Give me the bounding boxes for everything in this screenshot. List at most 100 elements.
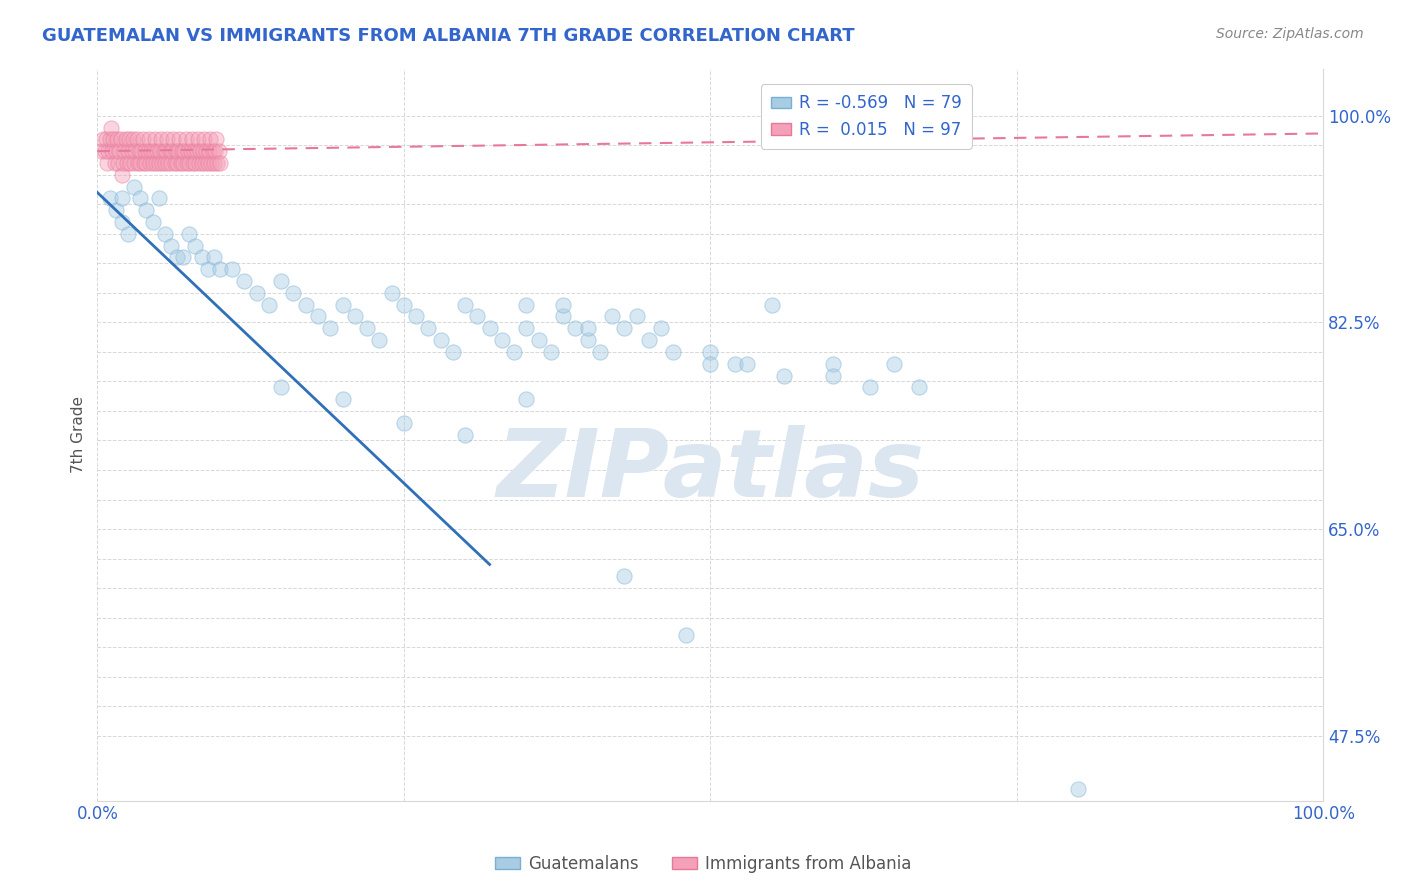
Point [179,227,201,241]
Point [429,333,451,347]
Point [122,179,145,194]
Point [197,156,219,170]
Point [104,203,127,218]
Point [131,132,153,146]
Point [188,144,211,158]
Point [141,215,163,229]
Point [166,251,188,265]
Point [162,132,184,146]
Point [179,156,201,170]
Point [110,132,132,146]
Point [111,191,134,205]
Point [93,132,115,146]
Point [181,156,204,170]
Point [142,144,165,158]
Point [188,156,211,170]
Point [160,156,183,170]
Point [96,156,118,170]
Point [454,427,477,442]
Point [257,298,280,312]
Point [120,156,142,170]
Point [193,132,215,146]
Point [97,144,120,158]
Point [638,333,661,347]
Point [368,333,391,347]
Point [356,321,378,335]
Point [105,132,128,146]
Point [118,132,141,146]
Point [202,251,225,265]
Point [117,144,139,158]
Point [122,156,145,170]
Point [155,144,177,158]
Point [467,310,489,324]
Point [332,298,354,312]
Point [117,227,139,241]
Point [540,345,562,359]
Point [160,144,183,158]
Point [148,191,170,205]
Point [146,144,169,158]
Point [553,298,575,312]
Point [98,191,121,205]
Point [626,310,648,324]
Point [149,144,172,158]
Point [143,132,166,146]
Text: Source: ZipAtlas.com: Source: ZipAtlas.com [1216,27,1364,41]
Point [589,345,612,359]
Point [735,357,758,371]
Point [172,251,194,265]
Point [153,227,176,241]
Point [163,156,186,170]
Point [307,310,329,324]
Point [221,262,243,277]
Point [190,251,212,265]
Point [112,144,135,158]
Point [173,144,195,158]
Point [194,156,217,170]
Point [121,144,143,158]
Point [184,156,207,170]
Point [160,238,183,252]
Point [145,156,167,170]
Point [135,156,157,170]
Point [129,156,152,170]
Point [200,156,222,170]
Point [405,310,427,324]
Point [576,321,599,335]
Point [150,132,173,146]
Point [100,120,122,135]
Point [515,298,537,312]
Point [138,132,160,146]
Text: GUATEMALAN VS IMMIGRANTS FROM ALBANIA 7TH GRADE CORRELATION CHART: GUATEMALAN VS IMMIGRANTS FROM ALBANIA 7T… [42,27,855,45]
Point [129,191,152,205]
Point [170,156,193,170]
Point [491,333,513,347]
Point [98,132,121,146]
Point [170,144,193,158]
Point [157,156,180,170]
Point [207,156,229,170]
Point [127,156,149,170]
Point [515,392,537,406]
Point [343,310,366,324]
Point [93,144,115,158]
Point [576,333,599,347]
Point [122,132,145,146]
Point [115,156,138,170]
Point [179,144,201,158]
Point [772,368,794,383]
Point [150,156,173,170]
Point [128,144,150,158]
Point [724,357,747,371]
Point [197,262,219,277]
Point [202,156,225,170]
Point [392,416,415,430]
Point [165,144,187,158]
Point [201,144,224,158]
Point [208,156,231,170]
Point [174,132,197,146]
Point [172,156,194,170]
Point [205,132,228,146]
Point [600,310,623,324]
